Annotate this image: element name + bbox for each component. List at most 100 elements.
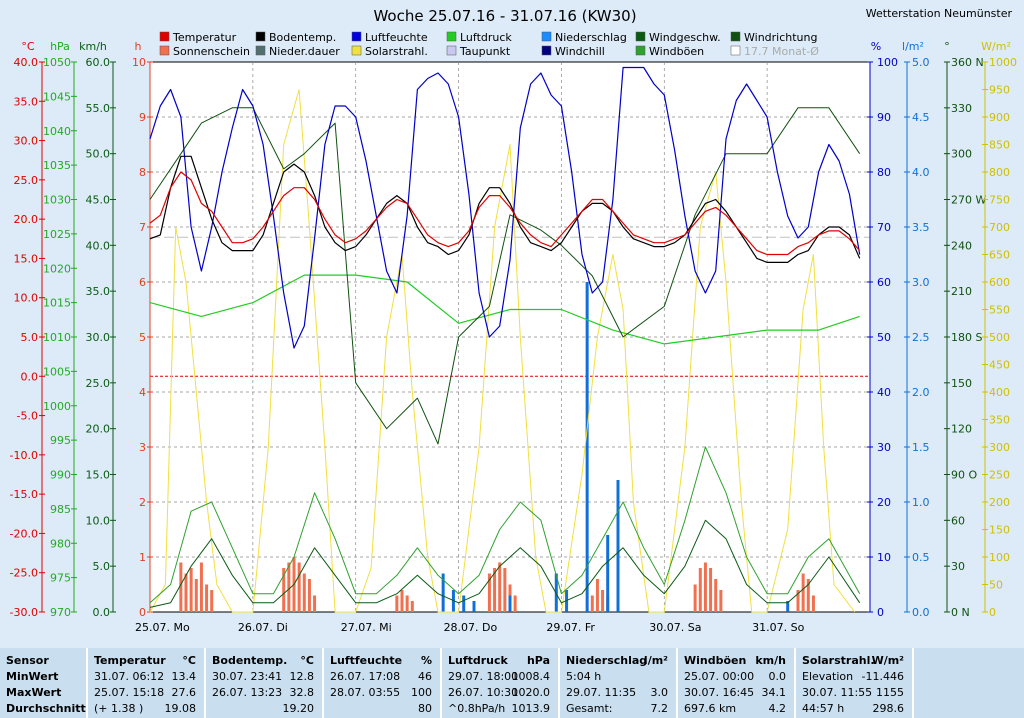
legend-label: 17.7 Monat-Ø [744,45,819,58]
sunshine-bar [189,568,193,612]
x-day-label: 31.07. So [752,621,804,634]
legend-label: Bodentemp. [269,31,336,44]
stats-value: 27.6 [171,686,197,699]
stats-header: Luftfeuchte [330,654,403,667]
legend-label: Windböen [649,45,704,58]
axis-unit-label: ° [944,40,950,53]
stats-column: Luftfeuchte% 26.07. 17:08 46 28.07. 03:55 10… [324,648,442,718]
sunshine-bar [693,584,697,612]
axis-tick-label: 35.0 [86,285,111,298]
stats-cell: 697.6 km [684,702,737,715]
stats-unit: °C [182,654,196,667]
axis-tick-label: 10 [132,56,146,69]
stats-header: Bodentemp. [212,654,288,667]
stats-value: 12.8 [289,670,315,683]
axis-tick-label: 300 [951,148,972,161]
axis-unit-label: l/m² [902,40,924,53]
axis-tick-label: 360 N [951,56,984,69]
axis-tick-label: 60 [951,514,965,527]
axis-tick-label: 1005 [43,365,71,378]
sunshine-bar [307,579,311,612]
line-series [149,66,861,613]
axis-tick-label: 150 [989,524,1010,537]
station-name: Wetterstation Neumünster [866,7,1013,20]
axis-tick-label: 5.0 [93,560,111,573]
stats-cell: 26.07. 10:30 [448,686,519,699]
x-day-label: 30.07. Sa [649,621,701,634]
windspeed-line [149,519,861,608]
axis-tick-label: 9 [139,111,146,124]
precip-bar [606,535,610,612]
stats-unit: hPa [526,654,550,667]
stats-unit: % [420,654,432,667]
chart-title: Woche 25.07.16 - 31.07.16 (KW30) [373,7,636,25]
axis-tick-label: 550 [989,304,1010,317]
axis-tick-label: 3 [139,441,146,454]
stats-value: 7.2 [650,702,669,715]
stats-value: 3.0 [650,686,669,699]
axis-tick-label: 400 [989,386,1010,399]
sunshine-bar [199,562,203,612]
stats-cell: Gesamt: [566,702,613,715]
axis-tick-label: 20 [877,496,891,509]
stats-value: 80 [418,702,432,715]
stats-column: Temperatur °C 31.07. 06:12 13.4 25.07. 15:18… [88,648,206,718]
stats-cell: (+ 1.38 ) [94,702,144,715]
stats-cell: 26.07. 17:08 [330,670,401,683]
sunshine-bar [498,562,502,612]
stats-value: 46 [418,670,432,683]
legend-label: Solarstrahl. [365,45,428,58]
axis-units: °C hPa km/h h% l/m² ° W/m² [21,40,1010,53]
axis-tick-label: 4 [139,386,146,399]
sunshine-bar [297,562,301,612]
axis-tick-label: -10.0 [10,449,38,462]
axis-tick-label: 7 [139,221,146,234]
axis-unit-label: h [135,40,142,53]
legend-swatch [159,45,170,56]
axis-tick-label: 0.0 [912,606,930,619]
axis-tick-label: 0.0 [93,606,111,619]
axis-tick-label: 450 [989,359,1010,372]
sunshine-bar [590,595,594,612]
legend-swatch [730,45,741,56]
axis-tick-label: 950 [989,84,1010,97]
legend-swatch [635,31,646,42]
sunshine-bar [302,573,306,612]
axis-tick-label: 210 [951,285,972,298]
axis-tick-label: 1.5 [912,441,930,454]
sunshine-bar [194,579,198,612]
axis-unit-label: W/m² [981,40,1011,53]
legend-swatch [446,31,457,42]
legend-swatch [730,31,741,42]
precip-bar [616,480,620,612]
axis-tick-label: 100 [989,551,1010,564]
legend-label: Niederschlag [555,31,627,44]
stats-value: 298.6 [872,702,905,715]
axis-tick-label: 55.0 [86,102,111,115]
axis-tick-label: 500 [989,331,1010,344]
legend-swatch [541,31,552,42]
stats-cell: 29.07. 18:00 [448,670,519,683]
stats-header: Niederschlag [566,654,648,667]
axis-tick-label: 100 [877,56,898,69]
x-day-label: 29.07. Fr [546,621,595,634]
stats-column: Niederschlag l/m² 5:04 h 29.07. 11:35 3.0 Ges… [560,648,678,718]
axis-tick-label: 10.0 [14,292,39,305]
axis-tick-label: 200 [989,496,1010,509]
stats-value: 100 [411,686,432,699]
legend-label: Nieder.dauer [269,45,340,58]
solar-line [149,89,856,613]
sunshine-bar [811,595,815,612]
stats-value: 19.08 [164,702,197,715]
sunshine-bar [806,579,810,612]
axis-tick-label: 1045 [43,90,71,103]
axis-tick-label: 30.0 [86,331,111,344]
axis-tick-label: 700 [989,221,1010,234]
stats-cell: 26.07. 13:23 [212,686,283,699]
sunshine-bar [714,579,718,612]
axis-tick-label: 750 [989,194,1010,207]
axis-tick-label: 70 [877,221,891,234]
axis-tick-label: 180 S [951,331,982,344]
stats-value: 13.4 [171,670,197,683]
axis-tick-label: 990 [50,469,71,482]
